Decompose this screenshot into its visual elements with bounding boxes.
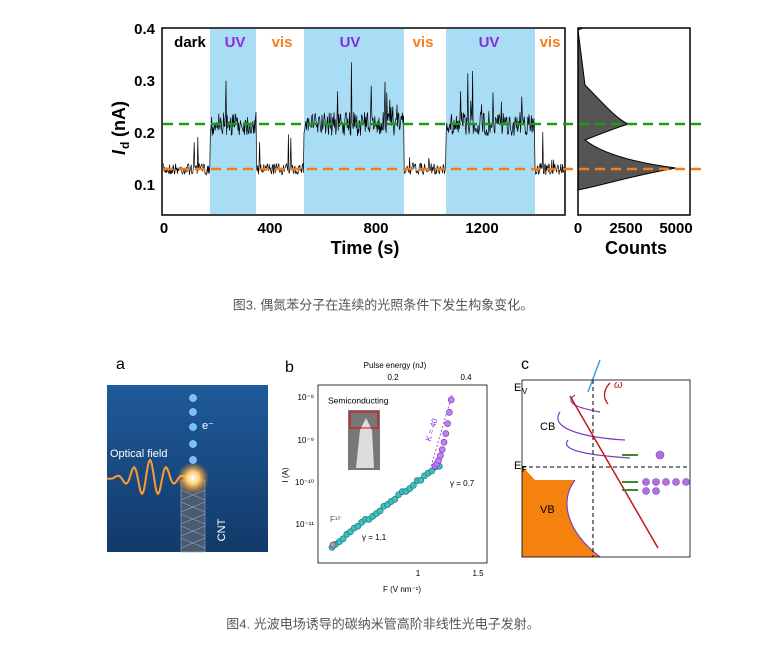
- inset-tip: [356, 418, 374, 468]
- hist-tick-label: 5000: [659, 220, 692, 237]
- y-tick-label: 10⁻¹⁰: [295, 478, 314, 487]
- emission-glow: [177, 462, 209, 494]
- x-tick-label: 1.5: [472, 569, 484, 578]
- band-label: vis: [413, 34, 434, 51]
- hist-tick-label: 2500: [609, 220, 642, 237]
- band-tip: [522, 466, 535, 480]
- omega-label: ω: [614, 379, 623, 391]
- y-tick-label: 0.3: [134, 73, 155, 90]
- band-label: UV: [340, 34, 361, 51]
- data-point: [447, 396, 455, 404]
- electron-label: e⁻: [202, 420, 214, 432]
- y-label-subscript: d: [118, 142, 132, 149]
- band-label: UV: [479, 34, 500, 51]
- barrier-line: [587, 359, 601, 393]
- x-tick-label: 400: [257, 220, 282, 237]
- x-axis-label: F (V nm⁻¹): [383, 585, 421, 594]
- x-tick-label: 800: [363, 220, 388, 237]
- data-point: [339, 535, 347, 543]
- potential-line: [569, 395, 659, 549]
- data-point: [410, 481, 417, 489]
- panel-label: c: [521, 356, 529, 373]
- power-law-label: F¹⁰: [330, 515, 341, 524]
- omega-arrow: [603, 382, 611, 405]
- x-axis-label: Time (s): [331, 238, 400, 258]
- cnt-label: CNT: [216, 518, 228, 541]
- data-point: [417, 476, 425, 484]
- fit-line: [429, 394, 453, 471]
- optical-field-wave: [106, 458, 190, 496]
- x-tick-label: 0: [160, 220, 168, 237]
- data-point: [329, 541, 337, 549]
- electrons: [189, 394, 197, 464]
- hist-axis-label: Counts: [605, 238, 667, 258]
- top-tick-label: 0.4: [460, 373, 472, 382]
- fermi-level-subscript: F: [522, 465, 527, 474]
- y-tick-label: 10⁻⁹: [297, 436, 314, 445]
- y-tick-label: 10⁻⁸: [298, 393, 315, 402]
- plot-frame: [317, 384, 488, 564]
- top-axis-label: Pulse energy (nJ): [364, 361, 427, 370]
- figure-4-panel-c: c E V CB E F VB ω: [514, 356, 691, 558]
- figure-3: dark UV vis UV vis UV vis 0.4 0.3 0.2 0.…: [109, 21, 702, 312]
- data-point: [437, 452, 444, 459]
- vb-label: VB: [540, 504, 555, 516]
- fermi-level-label: E: [514, 460, 521, 472]
- y-tick-label: 10⁻¹¹: [296, 520, 315, 529]
- histogram-frame: [577, 27, 691, 216]
- data-point: [391, 495, 399, 503]
- valence-band-fill: [522, 480, 600, 557]
- y-tick-label: 0.2: [134, 125, 155, 142]
- figure-4-panel-a: a Optical field e⁻ CNT: [106, 356, 268, 553]
- panel-frame: [521, 379, 691, 558]
- inset-label: Semiconducting: [328, 395, 389, 405]
- caption: 图3. 偶氮苯分子在连续的光照条件下发生构象变化。: [233, 297, 533, 312]
- y-tick-label: 0.4: [134, 21, 156, 38]
- uv-band: [446, 29, 535, 214]
- y-label-symbol: I: [109, 149, 129, 155]
- caption: 图4. 光波电场诱导的碳纳米管高阶非线性光电子发射。: [226, 616, 539, 631]
- band-label: dark: [174, 34, 206, 51]
- optical-field-label: Optical field: [110, 448, 167, 460]
- panel-label: a: [116, 356, 125, 373]
- gamma-label: γ = 0.7: [450, 479, 475, 488]
- cb-label: CB: [540, 421, 555, 433]
- x-tick-label: 1: [416, 569, 421, 578]
- panel-label: b: [285, 359, 294, 376]
- vacuum-level-label: E: [514, 382, 521, 394]
- x-tick-label: 1200: [465, 220, 498, 237]
- data-points: [328, 396, 455, 551]
- data-point: [376, 507, 384, 515]
- y-axis-label: I d (nA): [109, 101, 132, 155]
- band-curves: [557, 394, 631, 558]
- band-label: UV: [225, 34, 246, 51]
- plot-frame: [161, 27, 566, 216]
- data-point: [444, 420, 451, 427]
- figure-4-panel-b: b Pulse energy (nJ) 0.2 0.4 10⁻⁸ 10⁻⁹ 10…: [281, 359, 488, 594]
- band-label: vis: [272, 34, 293, 51]
- data-point: [446, 409, 453, 416]
- band-label: vis: [540, 34, 561, 51]
- y-tick-label: 0.1: [134, 177, 155, 194]
- inset-highlight: [349, 411, 379, 429]
- vacuum-level-subscript: V: [522, 387, 528, 396]
- gamma-label: γ = 1.1: [362, 533, 387, 542]
- data-point: [438, 446, 446, 453]
- y-label-unit: (nA): [109, 101, 129, 137]
- hist-tick-label: 0: [574, 220, 582, 237]
- data-point: [442, 430, 450, 437]
- data-point: [440, 438, 448, 446]
- electron-states: [622, 450, 690, 495]
- top-tick-label: 0.2: [387, 373, 399, 382]
- y-axis-label: I (A): [281, 467, 290, 482]
